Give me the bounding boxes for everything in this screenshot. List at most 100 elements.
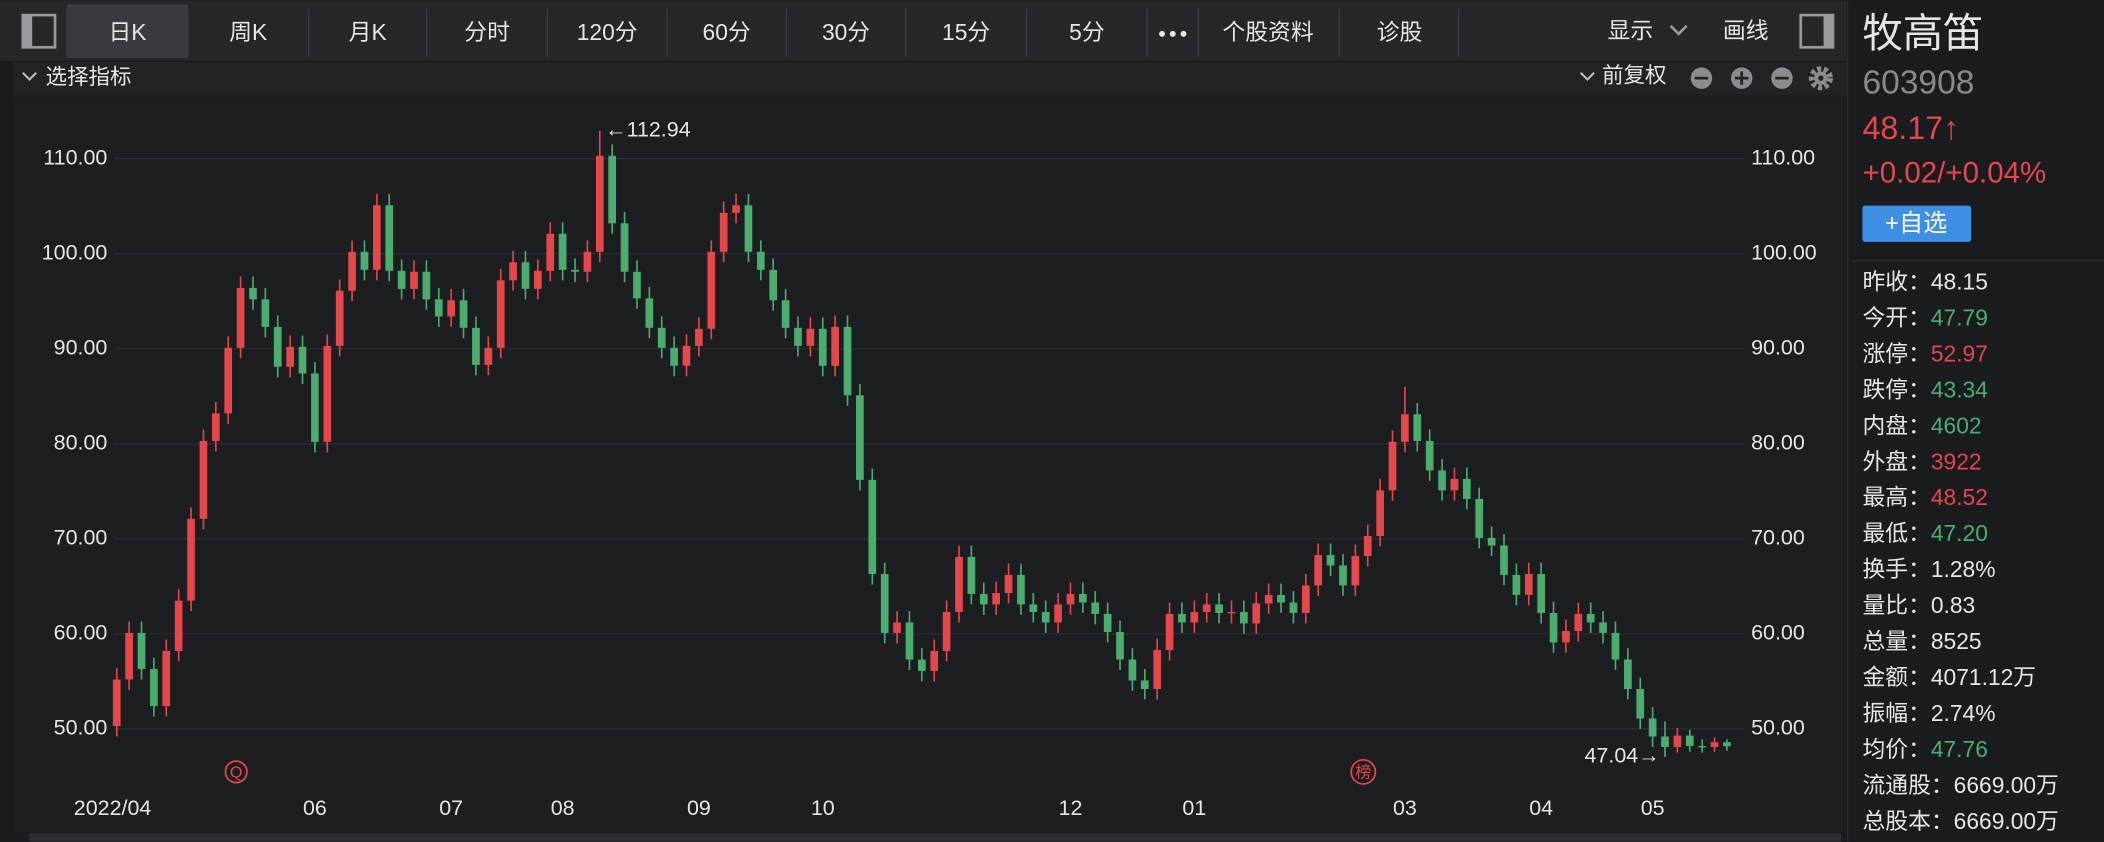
candle-body	[1202, 604, 1211, 613]
candle-body	[1524, 573, 1533, 595]
field-value: 48.15	[1931, 268, 1988, 294]
x-tick-label: 10	[811, 796, 835, 820]
quote-fields: 昨收：48.15今开：47.79涨停：52.97跌停：43.34内盘：4602外…	[1862, 268, 2058, 833]
candle-body	[695, 328, 703, 346]
candle-body	[496, 280, 505, 348]
quote-field: 最低：47.20	[1862, 520, 1987, 546]
candle-body	[992, 593, 1000, 605]
field-label: 涨停：	[1862, 340, 1930, 366]
candle-body	[633, 271, 641, 299]
watchlist-button[interactable]: +自选	[1862, 205, 1972, 242]
y-tick-label: 100.00	[42, 240, 108, 264]
marker-ring	[224, 760, 248, 784]
event-marker[interactable]: 榜	[1350, 758, 1377, 785]
chevron	[1579, 72, 1595, 82]
candle-body	[1710, 742, 1719, 747]
button-bg	[1862, 205, 1972, 242]
indicator-select[interactable]: 选择指标	[46, 65, 132, 89]
tab[interactable]: 5分	[1069, 19, 1104, 45]
candle-body	[150, 669, 158, 707]
candle-body	[1487, 537, 1496, 546]
y2-tick-label: 100.00	[1751, 240, 1817, 264]
field-value: 47.76	[1931, 736, 1988, 762]
x-tick-label: 09	[687, 796, 711, 820]
price-change: +0.02/+0.04%	[1862, 157, 2046, 190]
candle-body	[1512, 574, 1521, 595]
candle-body	[1462, 478, 1471, 499]
display-menu[interactable]: 显示	[1608, 18, 1654, 44]
candle-body	[1500, 545, 1508, 575]
zoom-in[interactable]	[1730, 67, 1753, 89]
candle-body	[484, 347, 493, 365]
stock-name: 牧高笛	[1862, 11, 1983, 56]
field-label: 最高：	[1862, 484, 1930, 510]
tab[interactable]: 60分	[703, 19, 751, 45]
candle-body	[781, 300, 790, 328]
candle-body	[199, 440, 208, 519]
quote-field: 均价：47.76	[1862, 736, 1987, 762]
tab[interactable]: 个股资料	[1222, 19, 1313, 45]
candle-body	[1586, 613, 1595, 623]
candle-body	[1388, 441, 1397, 491]
y-tick-label: 50.00	[54, 716, 108, 740]
candle-body	[1413, 414, 1422, 441]
tab[interactable]: 日K	[108, 19, 146, 45]
tab[interactable]: 30分	[822, 19, 870, 45]
zoom-out[interactable]	[1690, 67, 1713, 89]
tab[interactable]: 15分	[942, 19, 990, 45]
field-label: 昨收：	[1862, 268, 1930, 294]
tab[interactable]: 分时	[464, 19, 510, 45]
tab[interactable]: 诊股	[1377, 19, 1423, 45]
candle-body	[1685, 735, 1694, 747]
candle-body	[1661, 736, 1669, 747]
quote-field: 内盘：4602	[1862, 412, 1981, 438]
candle-body	[348, 251, 356, 291]
quote-field: 今开：47.79	[1862, 304, 1987, 330]
x-tick-label: 01	[1182, 796, 1206, 820]
tab[interactable]: 周K	[229, 19, 267, 45]
candle-body	[1041, 612, 1050, 623]
candle-body	[249, 287, 257, 300]
collapse[interactable]	[1771, 67, 1793, 89]
candle-body	[187, 518, 195, 601]
draw-button[interactable]: 画线	[1723, 18, 1769, 44]
scrollbar[interactable]	[29, 833, 1842, 842]
candle-body	[1240, 612, 1248, 624]
field-value: 0.83	[1931, 592, 1975, 618]
indicator-bar	[13, 62, 1847, 96]
y2-tick-label: 80.00	[1751, 430, 1805, 454]
candle-body	[645, 298, 654, 328]
more-button[interactable]	[1159, 30, 1187, 37]
candle-body	[1178, 613, 1186, 623]
stock-code: 603908	[1862, 65, 1974, 102]
field-value: 6669.00万	[1954, 808, 2059, 834]
adjust-select[interactable]: 前复权	[1602, 63, 1666, 87]
tab[interactable]: 120分	[577, 19, 638, 45]
settings[interactable]	[1808, 66, 1833, 91]
field-label: 流通股：	[1862, 772, 1953, 798]
field-value: 4071.12万	[1931, 664, 2036, 690]
candle-body	[1673, 735, 1682, 747]
marker-ring	[1350, 758, 1377, 785]
event-marker[interactable]: Q	[224, 760, 248, 784]
candle-body	[521, 262, 530, 289]
field-value: 47.20	[1931, 520, 1988, 546]
y-tick-label: 110.00	[43, 145, 107, 169]
candle-body	[1363, 535, 1372, 556]
field-label: 最低：	[1862, 520, 1930, 546]
dot	[1180, 30, 1187, 37]
candle-body	[162, 650, 171, 707]
field-value: 48.52	[1931, 484, 1988, 510]
quote-field: 外盘：3922	[1862, 448, 1981, 474]
field-value: 2.74%	[1931, 700, 1996, 726]
candle-body	[1339, 565, 1347, 586]
candle-body	[311, 373, 319, 442]
quote-field: 总量：8525	[1862, 628, 1981, 654]
x-tick-label: 05	[1641, 796, 1665, 820]
candle-body	[1301, 585, 1310, 613]
field-value: 4602	[1931, 412, 1982, 438]
tab[interactable]: 月K	[349, 19, 387, 45]
candle-body	[831, 326, 839, 366]
candle-body	[273, 326, 282, 367]
candle-body	[1648, 718, 1657, 737]
